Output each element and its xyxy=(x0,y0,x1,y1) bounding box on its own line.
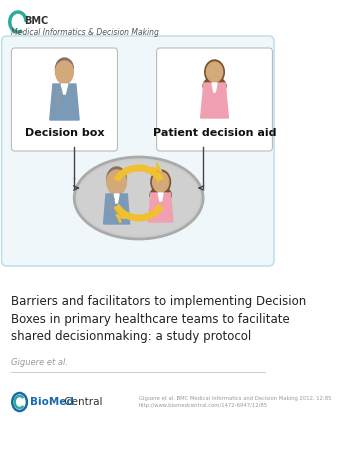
Polygon shape xyxy=(61,84,68,94)
FancyBboxPatch shape xyxy=(156,48,272,151)
Circle shape xyxy=(151,170,170,194)
Polygon shape xyxy=(50,84,79,120)
Ellipse shape xyxy=(74,157,203,239)
Text: Giguere et al. BMC Medical Informatics and Decision Making 2012, 12:85
http://ww: Giguere et al. BMC Medical Informatics a… xyxy=(139,396,331,409)
Circle shape xyxy=(55,61,73,83)
Polygon shape xyxy=(201,83,228,118)
Polygon shape xyxy=(148,193,173,222)
Text: Giguere et al.: Giguere et al. xyxy=(10,358,68,367)
Circle shape xyxy=(207,62,223,82)
Ellipse shape xyxy=(77,161,200,235)
FancyBboxPatch shape xyxy=(2,36,274,266)
Text: Medical Informatics & Decision Making: Medical Informatics & Decision Making xyxy=(10,28,159,37)
Polygon shape xyxy=(212,83,217,92)
Circle shape xyxy=(107,167,126,191)
Text: Decision box: Decision box xyxy=(25,128,104,138)
Circle shape xyxy=(56,64,73,84)
Text: Central: Central xyxy=(61,397,103,407)
FancyBboxPatch shape xyxy=(11,48,118,151)
Polygon shape xyxy=(158,193,163,201)
Ellipse shape xyxy=(203,77,226,95)
Text: Barriers and facilitators to implementing Decision
Boxes in primary healthcare t: Barriers and facilitators to implementin… xyxy=(10,295,306,343)
Ellipse shape xyxy=(150,187,171,203)
Text: BMC: BMC xyxy=(24,16,49,26)
Circle shape xyxy=(107,170,126,194)
Circle shape xyxy=(108,173,126,195)
Circle shape xyxy=(205,60,224,84)
Text: BioMed: BioMed xyxy=(30,397,74,407)
Text: Patient decision aid: Patient decision aid xyxy=(153,128,276,138)
Circle shape xyxy=(152,172,169,192)
Polygon shape xyxy=(114,194,119,203)
Polygon shape xyxy=(103,194,130,224)
Circle shape xyxy=(55,58,73,80)
